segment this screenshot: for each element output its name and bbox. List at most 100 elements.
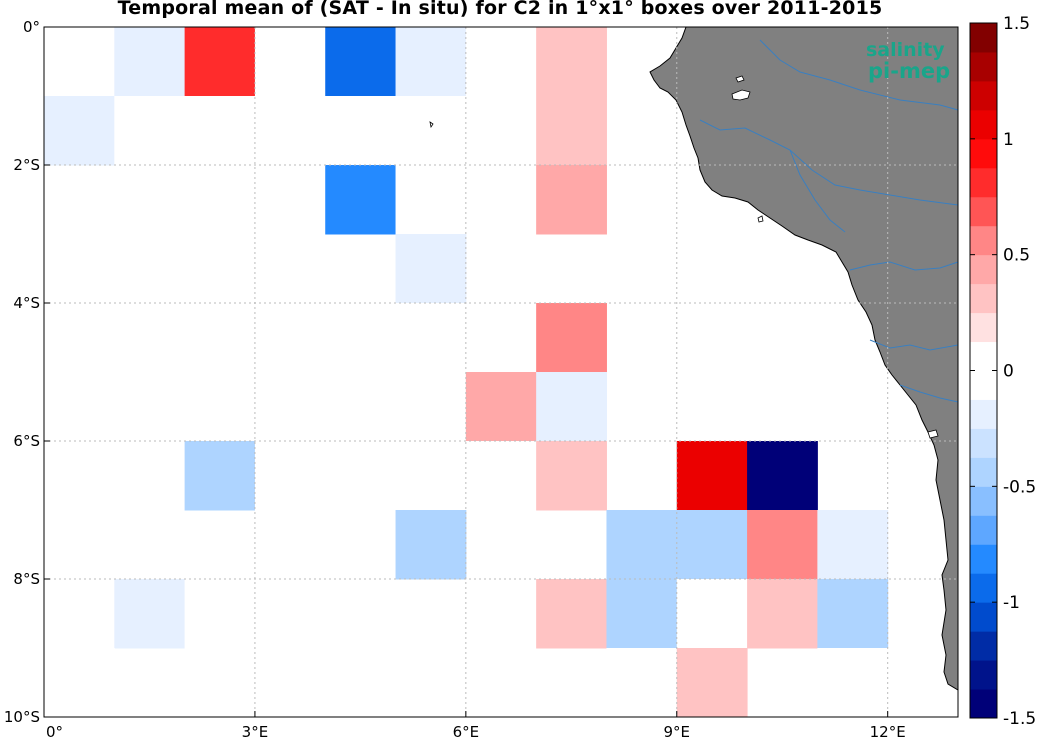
colorbar-segment [970,138,997,169]
land-mass [429,26,959,691]
heatmap-cell [465,96,537,166]
heatmap-cell [325,303,397,373]
heatmap-cell [114,96,186,166]
logo-line2: pi-mep [868,59,950,83]
x-tick-label: 6°E [453,723,480,740]
heatmap-cell [676,579,748,649]
heatmap-cell [817,579,889,649]
heatmap-cell [465,27,537,97]
heatmap-cell [325,510,397,580]
colorbar-segment [970,225,997,256]
heatmap-cell [606,510,678,580]
heatmap-cell [395,96,467,166]
logo: salinity pi-mep [866,39,950,83]
heatmap-cell [747,510,818,580]
colorbar-segment [970,631,997,661]
colorbar-segment [970,399,997,429]
heatmap-cell [536,303,607,373]
colorbar-segment [970,457,997,487]
heatmap-cell [44,648,115,718]
heatmap-cell [676,510,748,580]
colorbar-segment [970,660,997,690]
x-tick-label: 12°E [870,723,906,740]
heatmap-cell [536,27,607,97]
x-tick-label: 9°E [664,723,691,740]
colorbar-tick-label: -1.5 [1003,709,1036,729]
colorbar-segment [970,341,997,371]
heatmap-cell [817,510,889,580]
heatmap-cell [184,441,256,511]
heatmap-cell [747,579,818,649]
colorbar-segment [970,283,997,314]
colorbar-tick-label: 1 [1003,130,1014,150]
colorbar-segment [970,167,997,198]
axes: 0° 3°E 6°E 9°E 12°E 0° 2°S 4°S 6°S 8°S 10°S [4,18,959,740]
colorbar-tick-label: -0.5 [1003,477,1036,497]
rivers [699,39,959,403]
africa-coast [649,26,959,691]
heatmap-cell [606,648,678,718]
y-tick-label: 6°S [13,432,40,450]
y-tick-label: 0° [23,18,40,36]
gridlines [44,27,958,717]
heatmap-cells [44,27,959,718]
heatmap-cell [254,579,326,649]
heatmap-cell [536,96,607,166]
heatmap-cell [676,441,748,511]
heatmap-cell [44,96,115,166]
heatmap-cell [184,165,256,235]
heatmap-cell [395,165,467,235]
lakes [429,75,939,439]
y-tick-label: 10°S [4,708,40,726]
colorbar-segment [970,254,997,285]
colorbar-segment [970,51,997,82]
y-tick-label: 4°S [13,294,40,312]
colorbar-segment [970,312,997,343]
x-tick-label: 0° [46,723,63,740]
colorbar-segment [970,428,997,458]
x-tick-label: 3°E [242,723,269,740]
heatmap-cell [325,579,397,649]
heatmap-cell [395,303,467,373]
heatmap-cell [395,510,467,580]
heatmap-cell [395,234,467,304]
heatmap-cell [184,96,256,166]
logo-line1: salinity [866,39,945,61]
heatmap-cell [325,165,397,235]
heatmap-cell [395,27,467,97]
heatmap-cell [676,648,748,718]
y-tick-label: 2°S [13,156,40,174]
colorbar-tick-label: 0 [1003,362,1014,382]
heatmap-cell [465,441,537,511]
colorbar-segment [970,573,997,603]
heatmap-cell [114,579,186,649]
colorbar-tick-label: -1 [1003,593,1020,613]
colorbar-segment [970,80,997,111]
colorbar-segment [970,196,997,227]
heatmap-cell [44,27,115,97]
heatmap-cell [184,27,256,97]
heatmap-cell [325,27,397,97]
heatmap-cell [536,579,607,649]
colorbar-tick-label: 1.5 [1003,14,1030,34]
colorbar-segment [970,689,997,719]
heatmap-cell [254,96,326,166]
colorbar: 1.5 1 0.5 0 -0.5 -1 -1.5 [969,14,1036,729]
colorbar-tick-label: 0.5 [1003,246,1030,266]
heatmap-cell [747,441,818,511]
heatmap-cell [184,579,256,649]
heatmap-cell [817,648,889,718]
heatmap-cell [325,96,397,166]
heatmap-cell [465,372,537,442]
colorbar-segment [970,515,997,545]
colorbar-segment [970,109,997,140]
heatmap-cell [254,27,326,97]
heatmap-cell [606,579,678,649]
heatmap-cell [536,165,607,235]
colorbar-segment [970,602,997,632]
colorbar-segment [970,370,997,400]
colorbar-segment [970,23,997,53]
heatmap-cell [114,27,186,97]
y-tick-label: 8°S [13,570,40,588]
